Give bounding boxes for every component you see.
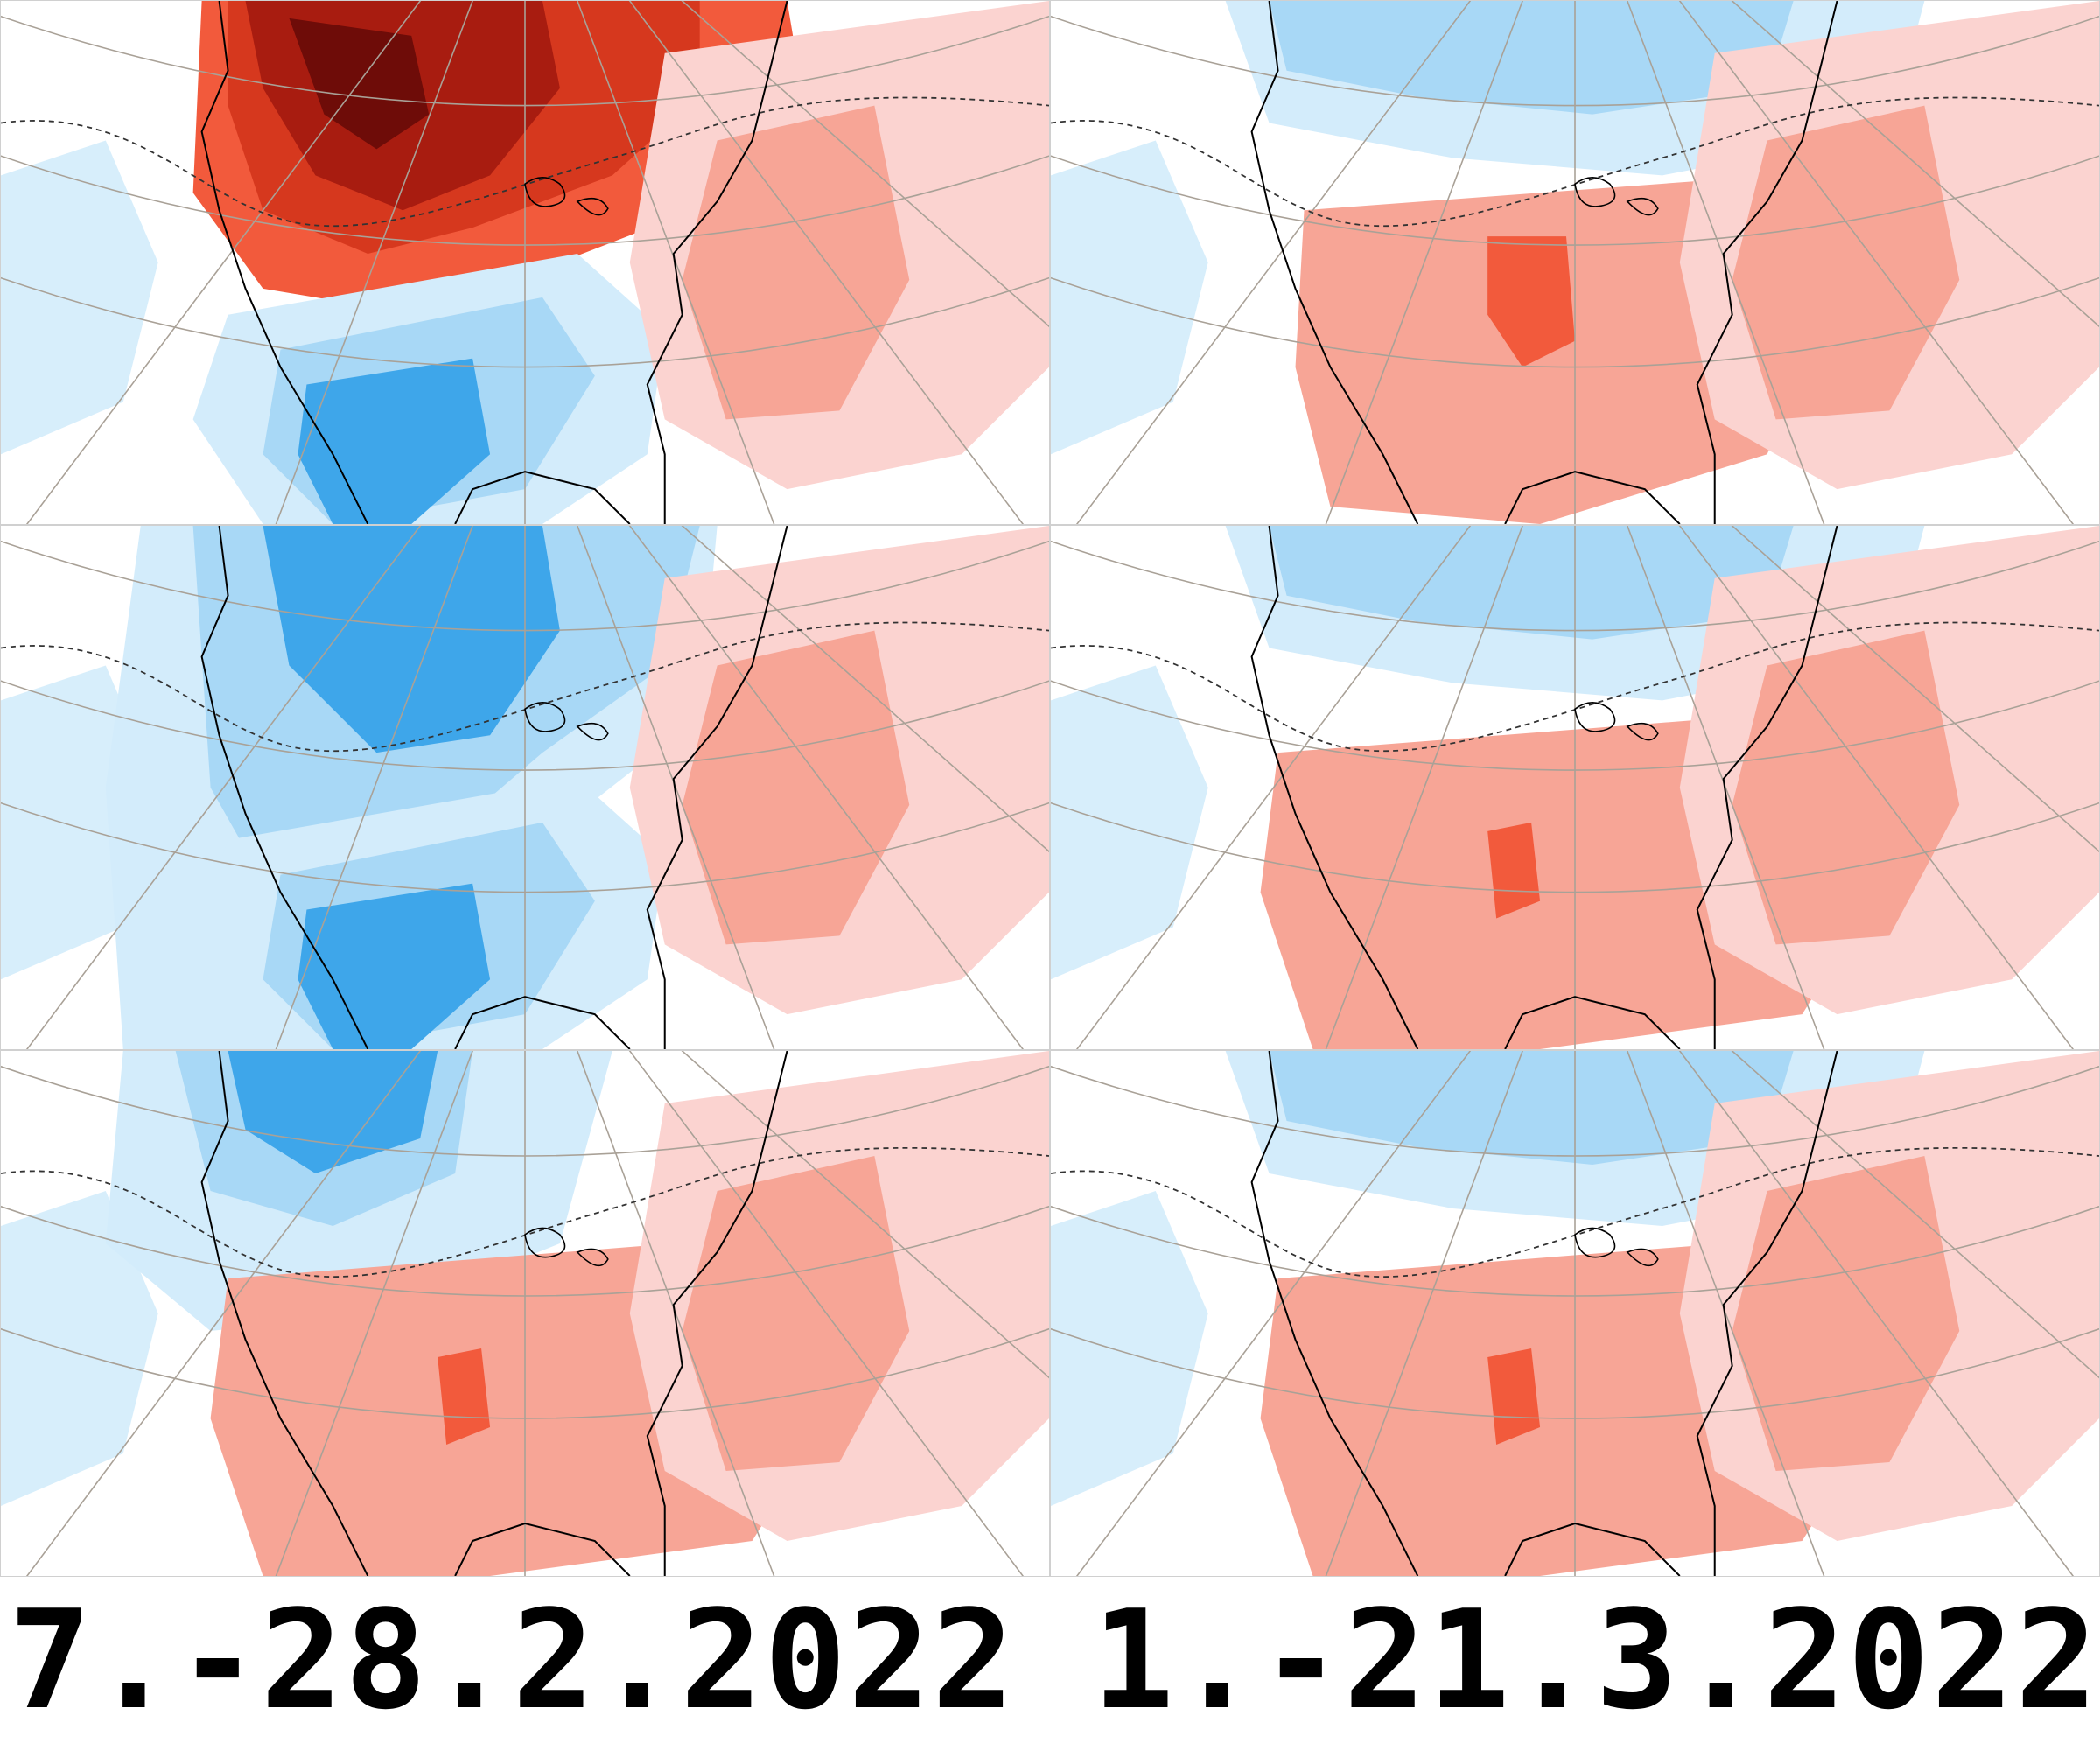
meridian-line: [25, 1051, 422, 1576]
meridian-line: [1627, 1051, 1825, 1576]
meridian-line: [1325, 1051, 1523, 1576]
map-panel-feb-week3: [0, 1050, 1050, 1577]
coastline: [1250, 1051, 1838, 1576]
warm-anomaly-region: [682, 1156, 910, 1471]
coastline: [200, 526, 788, 1049]
meridian-line: [628, 1, 1025, 524]
warm-anomaly-region: [682, 630, 910, 945]
cold-anomaly-region: [1269, 1051, 1794, 1165]
map-panel-feb-week3-svg: [1, 1051, 1049, 1576]
meridian-line: [275, 1051, 473, 1576]
zero-anomaly-contour: [1051, 621, 2099, 752]
meridian-line: [577, 1051, 775, 1576]
great-lakes-outline: [1574, 177, 1659, 216]
zero-anomaly-contour: [1, 96, 1049, 228]
graticule: [1, 1, 1049, 524]
meridian-line: [275, 1, 473, 524]
cold-anomaly-region: [262, 526, 560, 753]
zero-anomaly-contour: [1051, 96, 2099, 228]
meridian-line: [1731, 1051, 2099, 1379]
cold-anomaly-region: [228, 1051, 438, 1173]
meridian-line: [1731, 526, 2099, 853]
meridian-line: [628, 526, 1025, 1049]
warm-anomaly-region: [1732, 105, 1960, 420]
map-panel-mar-week3-svg: [1051, 1051, 2099, 1576]
cold-anomaly-region: [1269, 526, 1794, 640]
ocean-anomaly-region: [1051, 665, 1208, 980]
meridian-line: [275, 526, 473, 1049]
graticule: [1051, 1, 2099, 524]
map-panel-feb-week1-svg: [1, 1, 1049, 524]
great-lakes-outline: [1574, 1227, 1659, 1267]
great-lakes-outline: [1574, 702, 1659, 741]
warm-anomaly-region: [289, 18, 430, 150]
warm-anomaly-region: [1488, 236, 1575, 368]
coastline: [1250, 1, 1838, 524]
graticule: [1051, 526, 2099, 1049]
ocean-anomaly-region: [1051, 1191, 1208, 1506]
ocean-anomaly-region: [1, 140, 158, 455]
meridian-line: [1627, 526, 1825, 1049]
meridian-line: [1678, 526, 2075, 1049]
date-range-caption-feb: 7.-28.2.2022: [9, 1580, 1017, 1740]
caption-row: 7.-28.2.2022 1.-21.3.2022: [0, 1577, 2100, 1743]
great-lakes-outline: [524, 1227, 609, 1267]
meridian-line: [25, 526, 422, 1049]
warm-anomaly-region: [1732, 630, 1960, 945]
meridian-line: [577, 526, 775, 1049]
meridian-line: [1678, 1051, 2075, 1576]
map-grid: [0, 0, 2100, 1577]
map-panel-feb-week2-svg: [1, 526, 1049, 1049]
ocean-anomaly-region: [1, 1191, 158, 1506]
zero-anomaly-contour: [1051, 1146, 2099, 1278]
meridian-line: [1325, 526, 1523, 1049]
meridian-line: [1325, 1, 1523, 524]
graticule: [1, 526, 1049, 1049]
map-panel-mar-week1-svg: [1051, 1, 2099, 524]
meridian-line: [25, 1, 422, 524]
meridian-line: [1075, 1051, 1472, 1576]
cold-anomaly-region: [298, 358, 491, 524]
coastline: [200, 1051, 788, 1576]
map-panel-mar-week1: [1050, 0, 2100, 525]
meridian-line: [1075, 1, 1472, 524]
map-panel-mar-week2: [1050, 525, 2100, 1050]
meridian-line: [681, 1051, 1049, 1379]
zero-anomaly-contour: [1, 1146, 1049, 1278]
meridian-line: [577, 1, 775, 524]
meridian-line: [1678, 1, 2075, 524]
warm-anomaly-region: [1488, 822, 1541, 919]
map-panel-feb-week1: [0, 0, 1050, 525]
graticule: [1, 1051, 1049, 1576]
meridian-line: [681, 526, 1049, 853]
meridian-line: [1731, 1, 2099, 328]
meridian-line: [1075, 526, 1472, 1049]
coastline: [200, 1, 788, 524]
map-panel-mar-week3: [1050, 1050, 2100, 1577]
cold-anomaly-region: [298, 883, 491, 1049]
ocean-anomaly-region: [1051, 140, 1208, 455]
coastline: [1250, 526, 1838, 1049]
warm-anomaly-region: [1488, 1348, 1541, 1445]
great-lakes-outline: [524, 177, 609, 216]
graticule: [1051, 1051, 2099, 1576]
meridian-line: [1627, 1, 1825, 524]
zero-anomaly-contour: [1, 621, 1049, 752]
warm-anomaly-region: [438, 1348, 491, 1445]
meridian-line: [628, 1051, 1025, 1576]
warm-anomaly-region: [1732, 1156, 1960, 1471]
map-panel-feb-week2: [0, 525, 1050, 1050]
date-range-caption-mar: 1.-21.3.2022: [1092, 1580, 2100, 1740]
great-lakes-outline: [524, 702, 609, 741]
cold-anomaly-region: [1269, 1, 1794, 115]
map-panel-mar-week2-svg: [1051, 526, 2099, 1049]
meridian-line: [681, 1, 1049, 328]
warm-anomaly-region: [682, 105, 910, 420]
